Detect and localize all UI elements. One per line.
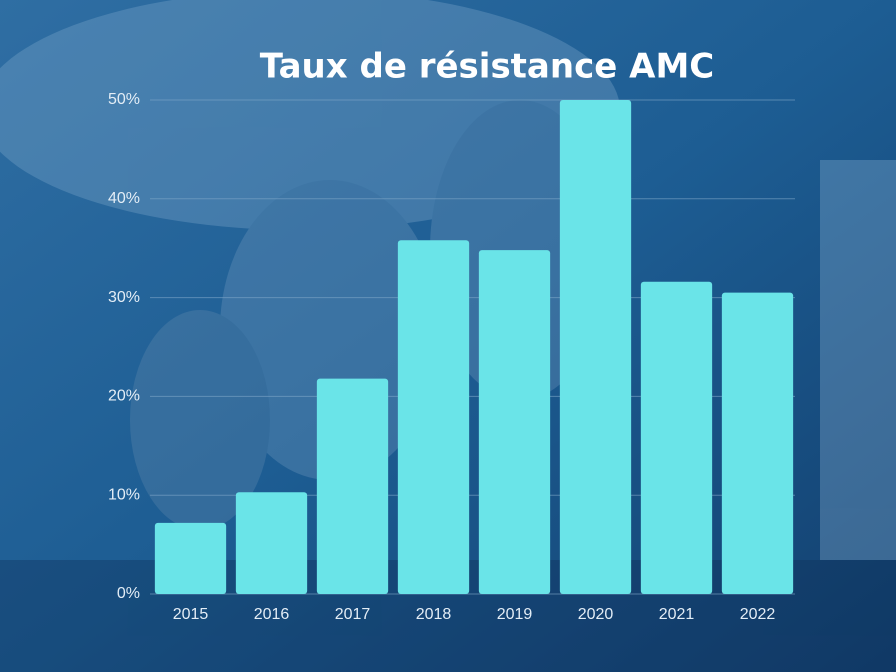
bar: [397, 240, 470, 594]
x-tick-label: 2022: [740, 606, 776, 623]
y-tick-label: 20%: [108, 388, 140, 405]
y-tick-label: 10%: [108, 486, 140, 503]
bar: [154, 522, 227, 594]
bar: [721, 292, 794, 594]
y-tick-label: 40%: [108, 190, 140, 207]
x-tick-label: 2018: [416, 606, 452, 623]
x-tick-label: 2020: [578, 606, 614, 623]
y-tick-label: 50%: [108, 91, 140, 108]
bar: [559, 100, 632, 594]
x-tick-label: 2017: [335, 606, 371, 623]
x-tick-label: 2019: [497, 606, 533, 623]
bar: [478, 250, 551, 594]
bar: [235, 492, 308, 594]
x-tick-label: 2015: [173, 606, 209, 623]
x-tick-label: 2021: [659, 606, 695, 623]
y-tick-label: 30%: [108, 289, 140, 306]
x-tick-label: 2016: [254, 606, 290, 623]
y-tick-label: 0%: [117, 585, 140, 602]
bar: [316, 378, 389, 594]
chart-title: Taux de résistance AMC: [260, 47, 714, 87]
bar: [640, 281, 713, 594]
